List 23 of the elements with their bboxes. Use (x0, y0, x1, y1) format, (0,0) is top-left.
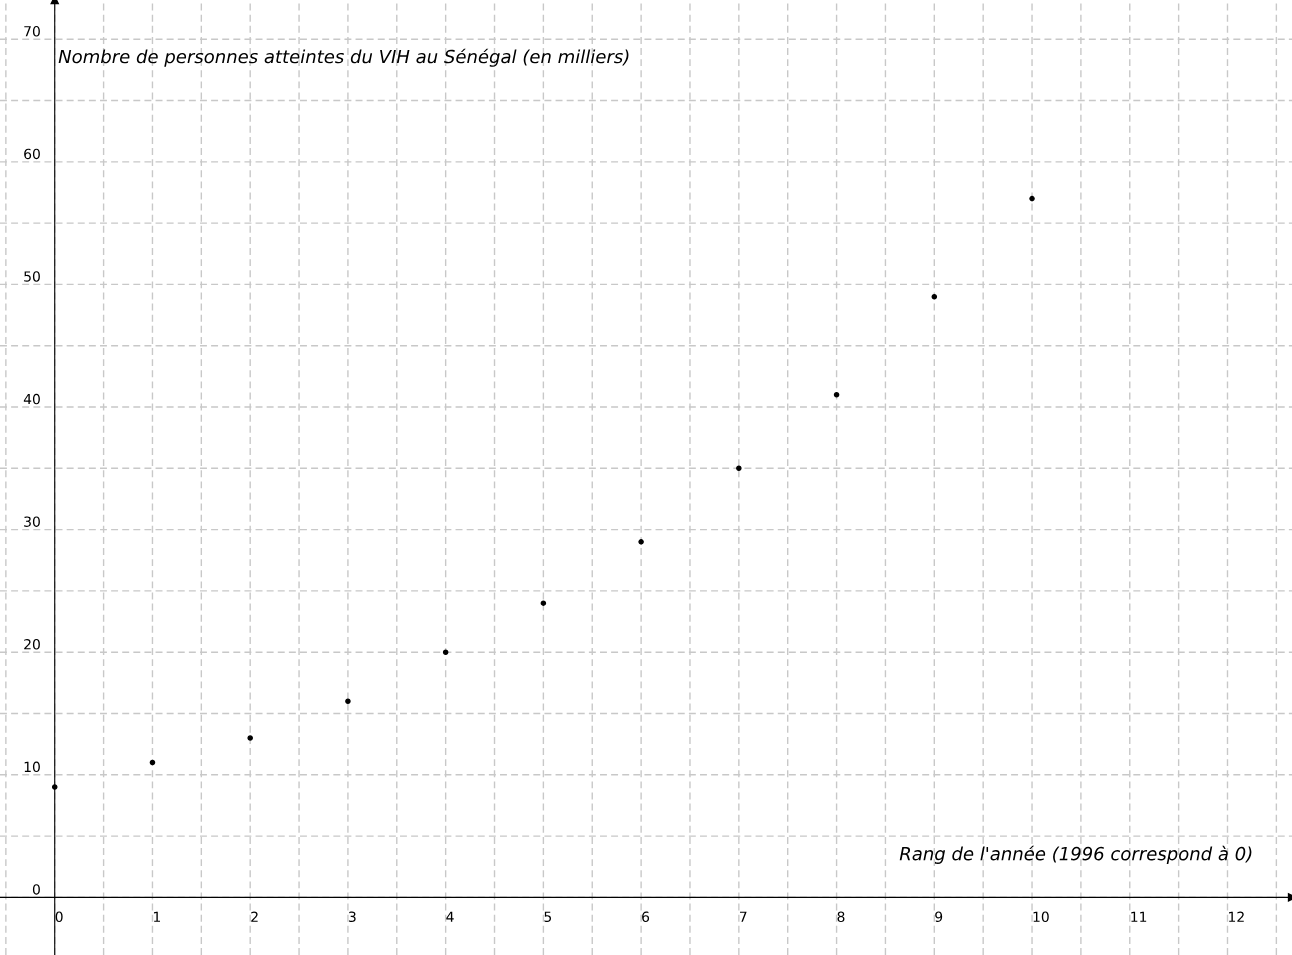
x-tick-label: 10 (1033, 911, 1049, 923)
y-tick-label: 10 (24, 761, 40, 773)
y-tick-label: 20 (24, 639, 40, 650)
x-tick-label: 8 (837, 911, 845, 923)
y-tick-label: 70 (24, 26, 40, 37)
x-tick-label: 6 (642, 911, 650, 923)
x-tick-label: 2 (251, 911, 258, 922)
x-tick-label: 7 (739, 911, 747, 922)
x-axis-title: Rang de l'année (1996 correspond à 0) (899, 845, 1252, 864)
y-axis-title: Nombre de personnes atteintes du VIH au Sénégal (en milliers) (58, 48, 629, 67)
y-tick-label: 50 (24, 271, 40, 282)
x-tick-label: 12 (1229, 911, 1244, 922)
x-tick-label: 1 (153, 911, 161, 922)
y-tick-label: 60 (24, 148, 40, 160)
x-tick-label: 3 (348, 911, 356, 923)
x-tick-label: 4 (446, 911, 454, 922)
y-tick-label: 40 (23, 393, 40, 405)
x-tick-label: 0 (55, 911, 63, 923)
x-tick-label: 5 (544, 911, 552, 923)
y-tick-label: 30 (24, 516, 40, 527)
y-tick-label: 0 (32, 884, 40, 895)
x-tick-label: 9 (935, 911, 943, 923)
x-tick-label: 11 (1131, 911, 1147, 922)
